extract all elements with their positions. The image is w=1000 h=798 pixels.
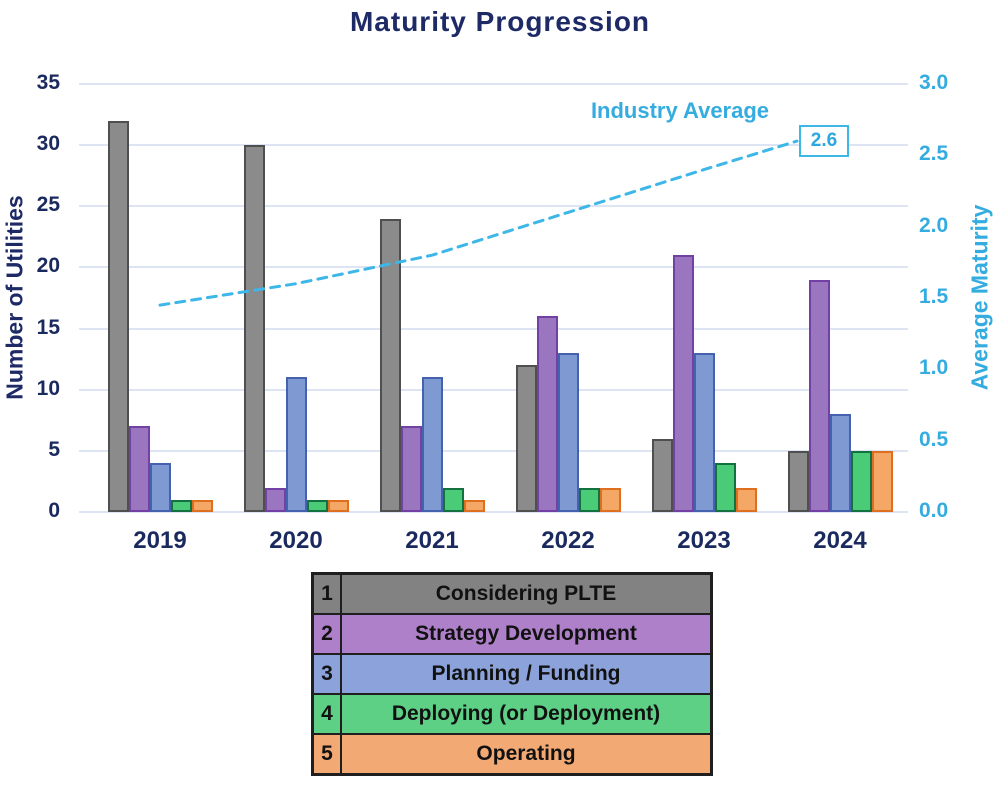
bar-2023-stage-1 — [651, 438, 673, 512]
right-tick-label: 3.0 — [919, 71, 949, 94]
legend-stage-label: Considering PLTE — [340, 572, 713, 615]
gridline — [79, 388, 908, 391]
gridline — [79, 144, 908, 147]
left-tick-label: 0 — [48, 499, 60, 522]
right-tick-label: 1.0 — [919, 356, 949, 380]
bar-2024-stage-5 — [871, 450, 893, 512]
bar-2023-stage-3 — [693, 353, 715, 512]
bar-2020-stage-5 — [327, 499, 349, 512]
industry-average-label: Industry Average — [590, 98, 770, 123]
chart-title: Maturity Progression — [349, 6, 651, 37]
right-tick-label: 0.0 — [919, 499, 949, 522]
legend-row-stage-3: 3 Planning / Funding — [311, 653, 713, 695]
bar-2024-stage-1 — [787, 450, 809, 512]
legend-stage-number: 3 — [311, 653, 342, 695]
gridline — [79, 266, 908, 269]
bar-2019-stage-4 — [170, 499, 192, 512]
legend-stage-number: 4 — [311, 693, 342, 735]
left-tick-label: 15 — [36, 315, 60, 339]
right-tick-label: 2.0 — [919, 213, 949, 237]
legend-stage-number: 2 — [311, 613, 342, 655]
bar-2019-stage-3 — [149, 463, 171, 512]
right-tick-label: 2.5 — [919, 142, 949, 166]
legend-row-stage-1: 1 Considering PLTE — [311, 572, 713, 615]
gridline — [79, 449, 908, 452]
legend-stage-number: 1 — [311, 572, 342, 615]
bar-2021-stage-2 — [400, 426, 422, 512]
year-label-2024: 2024 — [813, 527, 867, 554]
bar-2021-stage-1 — [379, 218, 401, 512]
bar-2022-stage-2 — [536, 316, 558, 512]
bar-2019-stage-2 — [128, 426, 150, 512]
bar-2024-stage-3 — [829, 414, 851, 512]
bar-2020-stage-1 — [243, 145, 265, 512]
bar-2021-stage-4 — [442, 487, 464, 512]
year-label-2019: 2019 — [133, 527, 187, 554]
gridline — [79, 83, 908, 85]
legend-row-stage-4: 4 Deploying (or Deployment) — [311, 693, 713, 735]
bar-2019-stage-5 — [191, 499, 213, 512]
bar-2023-stage-2 — [672, 255, 694, 512]
left-tick-label: 25 — [36, 193, 60, 217]
bar-2020-stage-4 — [306, 499, 328, 512]
gridline — [79, 511, 908, 513]
gridline — [79, 205, 908, 208]
bar-2024-stage-4 — [850, 450, 872, 512]
bar-2020-stage-3 — [285, 377, 307, 512]
bar-2022-stage-5 — [599, 487, 621, 512]
bar-2022-stage-1 — [515, 365, 537, 512]
legend-stage-label: Operating — [340, 733, 713, 776]
bar-2023-stage-5 — [735, 487, 757, 512]
gridline — [79, 327, 908, 330]
bar-2020-stage-2 — [264, 487, 286, 512]
end-value-text: 2.6 — [810, 130, 838, 151]
right-tick-label: 1.5 — [919, 285, 949, 308]
bar-2023-stage-4 — [714, 463, 736, 512]
bar-2022-stage-3 — [557, 353, 579, 512]
legend-row-stage-5: 5 Operating — [311, 733, 713, 776]
left-tick-label: 10 — [36, 376, 60, 400]
legend-stage-label: Strategy Development — [340, 613, 713, 655]
bar-2022-stage-4 — [578, 487, 600, 512]
left-tick-label: 35 — [36, 71, 60, 94]
end-value-callout: 2.6 — [799, 125, 849, 157]
legend-stage-label: Deploying (or Deployment) — [340, 693, 713, 735]
bar-2024-stage-2 — [808, 279, 830, 512]
stage-legend-table: 1 Considering PLTE 2 Strategy Development 3 P… — [311, 572, 713, 776]
year-label-2020: 2020 — [269, 527, 323, 554]
legend-row-stage-2: 2 Strategy Development — [311, 613, 713, 655]
year-label-2021: 2021 — [405, 527, 459, 554]
bar-2019-stage-1 — [107, 120, 129, 512]
left-tick-label: 5 — [48, 437, 60, 461]
year-label-2022: 2022 — [541, 527, 595, 554]
legend-stage-number: 5 — [311, 733, 342, 776]
right-tick-label: 0.5 — [919, 427, 949, 451]
left-tick-label: 30 — [36, 132, 60, 156]
left-tick-label: 20 — [36, 254, 60, 278]
year-label-2023: 2023 — [677, 527, 731, 554]
legend-stage-label: Planning / Funding — [340, 653, 713, 695]
bar-2021-stage-5 — [463, 499, 485, 512]
bar-2021-stage-3 — [421, 377, 443, 512]
